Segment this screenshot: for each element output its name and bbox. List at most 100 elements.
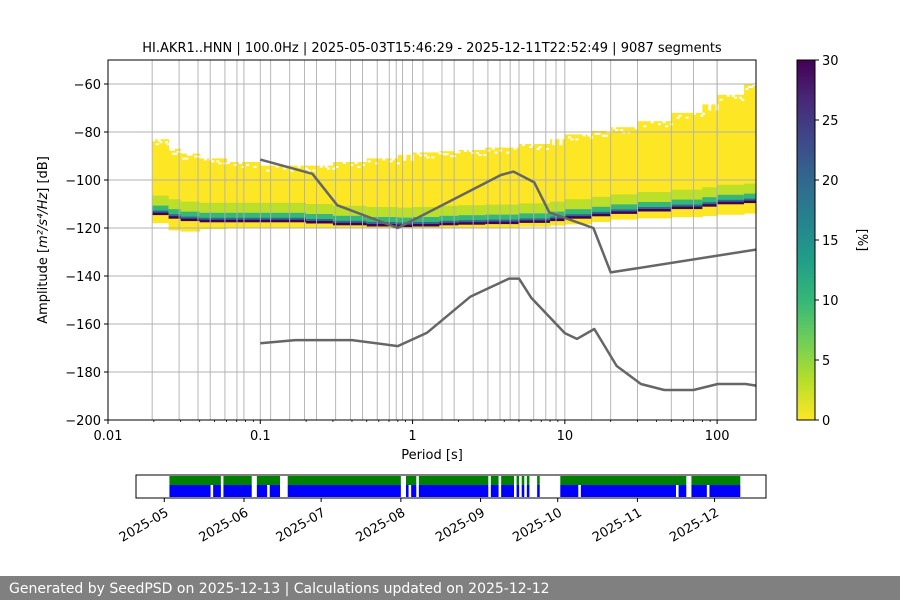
density-gap bbox=[152, 139, 156, 142]
density-cell-high bbox=[519, 218, 551, 222]
footer-text: Generated by SeedPSD on 2025-12-13 | Cal… bbox=[9, 581, 550, 597]
density-cell-mode bbox=[439, 222, 460, 226]
colorbar-ticks: 0 5 10 15 20 25 30 bbox=[815, 54, 839, 429]
density-cell-mid bbox=[671, 199, 703, 206]
density-gap bbox=[700, 114, 704, 117]
density-cell-high bbox=[180, 216, 201, 220]
density-gap bbox=[529, 146, 533, 148]
density-cell-mode bbox=[485, 221, 520, 225]
density-cell-mode bbox=[458, 222, 486, 225]
density-gap bbox=[445, 153, 449, 156]
density-cell-high bbox=[412, 222, 440, 225]
density-gap bbox=[275, 165, 279, 168]
x-tick-label: 10 bbox=[557, 429, 574, 444]
density-gap bbox=[719, 98, 723, 101]
density-gap bbox=[396, 162, 400, 165]
colorbar-tick-label: 20 bbox=[822, 174, 839, 189]
timeline-date-label: 2025-10 bbox=[510, 505, 565, 545]
timeline-blue-segment bbox=[516, 485, 520, 497]
density-cell-high bbox=[637, 207, 672, 210]
density-gap bbox=[752, 84, 756, 86]
density-cell-high bbox=[152, 210, 170, 214]
density-gap bbox=[734, 96, 738, 99]
colorbar-tick-label: 30 bbox=[822, 54, 839, 69]
density-cell-mode bbox=[366, 224, 399, 227]
timeline-gap bbox=[706, 485, 710, 497]
psd-density-layer bbox=[152, 84, 756, 232]
timeline-green-segment bbox=[490, 476, 499, 485]
density-gap bbox=[354, 162, 358, 164]
density-gap bbox=[253, 166, 257, 168]
timeline-date-label: 2025-07 bbox=[274, 505, 329, 545]
density-cell-mode bbox=[152, 212, 170, 216]
density-gap bbox=[476, 152, 480, 154]
density-gap bbox=[431, 156, 435, 159]
x-tick-label: 1 bbox=[408, 429, 416, 444]
density-cell-mid bbox=[610, 204, 639, 211]
timeline-date-label: 2025-05 bbox=[117, 505, 172, 545]
density-gap bbox=[171, 148, 175, 151]
density-gap bbox=[241, 166, 245, 168]
timeline-green-segment bbox=[537, 476, 540, 485]
density-gap bbox=[426, 156, 430, 159]
density-gap bbox=[708, 104, 712, 107]
density-gap bbox=[164, 141, 168, 144]
timeline-gap bbox=[578, 485, 581, 497]
density-gap bbox=[620, 129, 624, 132]
colorbar: 0 5 10 15 20 25 30 [%] bbox=[796, 54, 869, 429]
density-gap bbox=[708, 108, 712, 111]
density-cell-mid bbox=[637, 202, 672, 208]
data-coverage-timeline: 2025-05 2025-06 2025-07 2025-08 2025-09 2025-… bbox=[117, 474, 767, 546]
density-cell-mid bbox=[591, 206, 612, 213]
colorbar-tick-label: 15 bbox=[822, 234, 839, 249]
density-gap bbox=[211, 160, 215, 163]
y-tick-label: −100 bbox=[65, 174, 101, 189]
density-cell-mid bbox=[412, 217, 440, 223]
density-gap bbox=[157, 139, 161, 142]
timeline-date-ticks: 2025-05 2025-06 2025-07 2025-08 2025-09 2025-… bbox=[117, 498, 722, 546]
series-line-nlnm bbox=[260, 277, 756, 392]
psd-plot-area: 0.01 0.1 1 10 100 −60 −80 −100 −120 −140 −160 −180… bbox=[65, 59, 757, 444]
density-gap bbox=[570, 138, 574, 141]
density-cell-high bbox=[260, 217, 307, 221]
density-cell-mode bbox=[743, 200, 756, 204]
density-gap bbox=[551, 141, 555, 144]
density-gap bbox=[367, 160, 371, 163]
y-tick-label: −80 bbox=[74, 126, 101, 141]
density-gap bbox=[419, 154, 423, 157]
density-gap bbox=[304, 167, 308, 170]
density-gap bbox=[538, 146, 542, 148]
x-tick-label: 0.1 bbox=[250, 429, 271, 444]
density-gap bbox=[575, 138, 579, 141]
density-gap bbox=[238, 162, 242, 164]
density-gap bbox=[615, 129, 619, 132]
colorbar-gradient bbox=[796, 59, 816, 421]
density-cell-mode bbox=[412, 224, 440, 227]
density-gap bbox=[483, 154, 487, 156]
density-cell-high bbox=[591, 211, 612, 215]
density-cell-mode bbox=[702, 204, 718, 207]
timeline-date-label: 2025-08 bbox=[354, 505, 409, 545]
density-cell-mid bbox=[458, 215, 486, 222]
density-cell-mid bbox=[743, 193, 756, 200]
density-cell-high bbox=[702, 202, 718, 206]
density-cell-high bbox=[610, 209, 639, 213]
density-cell-high bbox=[564, 214, 593, 218]
density-gap bbox=[327, 167, 331, 170]
density-gap bbox=[747, 86, 751, 88]
density-cell-high bbox=[168, 214, 182, 218]
density-gap bbox=[559, 143, 563, 146]
density-cell-mid bbox=[702, 197, 718, 204]
density-gap bbox=[375, 162, 379, 165]
density-gap bbox=[506, 151, 510, 154]
density-gap bbox=[552, 143, 556, 146]
density-gap bbox=[403, 158, 407, 161]
density-gap bbox=[216, 160, 220, 163]
density-cell-mid bbox=[180, 211, 201, 218]
x-axis-label: Period [s] bbox=[401, 448, 463, 463]
density-gap bbox=[218, 162, 222, 165]
density-gap bbox=[424, 154, 428, 157]
density-gap bbox=[403, 154, 407, 157]
density-gap bbox=[176, 150, 180, 153]
plot-background bbox=[108, 60, 756, 420]
